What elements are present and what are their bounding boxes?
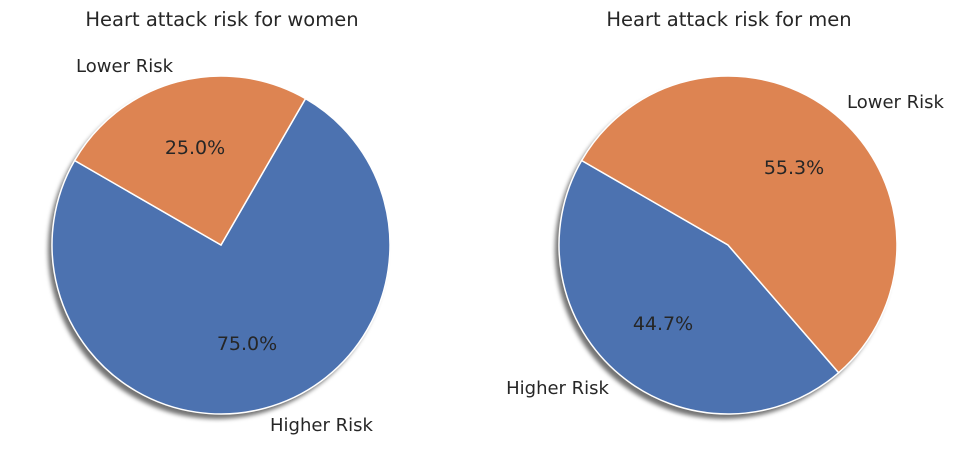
men-slice-label-lower-risk: Lower Risk [847, 92, 945, 113]
women-pct-label-higher-risk: 75.0% [217, 333, 277, 355]
men-pie-chart: Heart attack risk for men 44.7% 55.3% Hi… [506, 8, 945, 419]
men-slice-higher-risk [558, 159, 840, 415]
men-slice-label-higher-risk: Higher Risk [506, 378, 609, 399]
women-pct-label-lower-risk: 25.0% [165, 137, 225, 159]
men-pct-label-higher-risk: 44.7% [633, 313, 693, 335]
women-slice-higher-risk [51, 97, 391, 415]
women-pie-chart: Heart attack risk for women 75.0% 25.0% … [48, 8, 391, 436]
men-chart-title: Heart attack risk for men [606, 8, 851, 31]
women-slice-label-lower-risk: Lower Risk [76, 56, 174, 77]
women-chart-title: Heart attack risk for women [85, 8, 358, 31]
men-slice-lower-risk [580, 75, 898, 374]
women-slice-label-higher-risk: Higher Risk [270, 415, 373, 436]
women-slice-lower-risk [73, 75, 307, 247]
men-pct-label-lower-risk: 55.3% [764, 157, 824, 179]
